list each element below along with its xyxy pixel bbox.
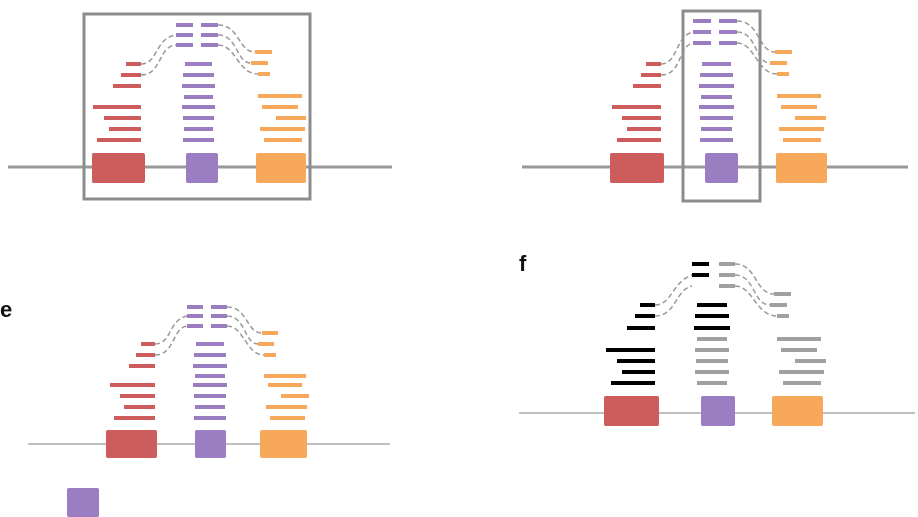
panel-top-right [522, 9, 908, 203]
junction-read [226, 325, 265, 356]
exon-left [92, 153, 145, 183]
junction-read [736, 31, 771, 64]
junction-read [140, 44, 177, 76]
exon-right [260, 430, 307, 458]
exon-right [256, 153, 306, 183]
exon-left [604, 396, 659, 426]
junction-read [140, 34, 177, 65]
junction-read [217, 44, 259, 75]
exon-middle [186, 153, 218, 183]
isolated-exon [67, 488, 99, 517]
junction-read [736, 20, 776, 53]
panel-label-f: f [519, 251, 527, 276]
junction-read [226, 315, 259, 345]
junction-read [154, 325, 188, 356]
junction-read [217, 24, 256, 53]
junction-read [226, 306, 263, 334]
panel-f [519, 262, 915, 426]
exon-left [610, 153, 664, 183]
junction-read [217, 34, 252, 64]
junction-read [734, 285, 778, 317]
junction-read [660, 42, 694, 76]
junction-read [734, 274, 771, 306]
panel-label-e: e [0, 297, 13, 322]
panel-top-left [8, 12, 392, 201]
junction-read [654, 285, 693, 317]
exon-right [776, 153, 827, 183]
exon-middle [195, 430, 226, 458]
junction-read [734, 263, 775, 295]
selection-box [82, 12, 312, 201]
junction-read [654, 274, 693, 306]
exon-middle [701, 396, 735, 426]
junction-read [660, 31, 694, 65]
junction-read [736, 42, 778, 75]
panel-e [28, 305, 390, 458]
exon-left [106, 430, 157, 458]
exon-right [772, 396, 823, 426]
junction-read [154, 315, 188, 345]
exon-middle [705, 153, 738, 183]
selection-box [681, 9, 762, 203]
